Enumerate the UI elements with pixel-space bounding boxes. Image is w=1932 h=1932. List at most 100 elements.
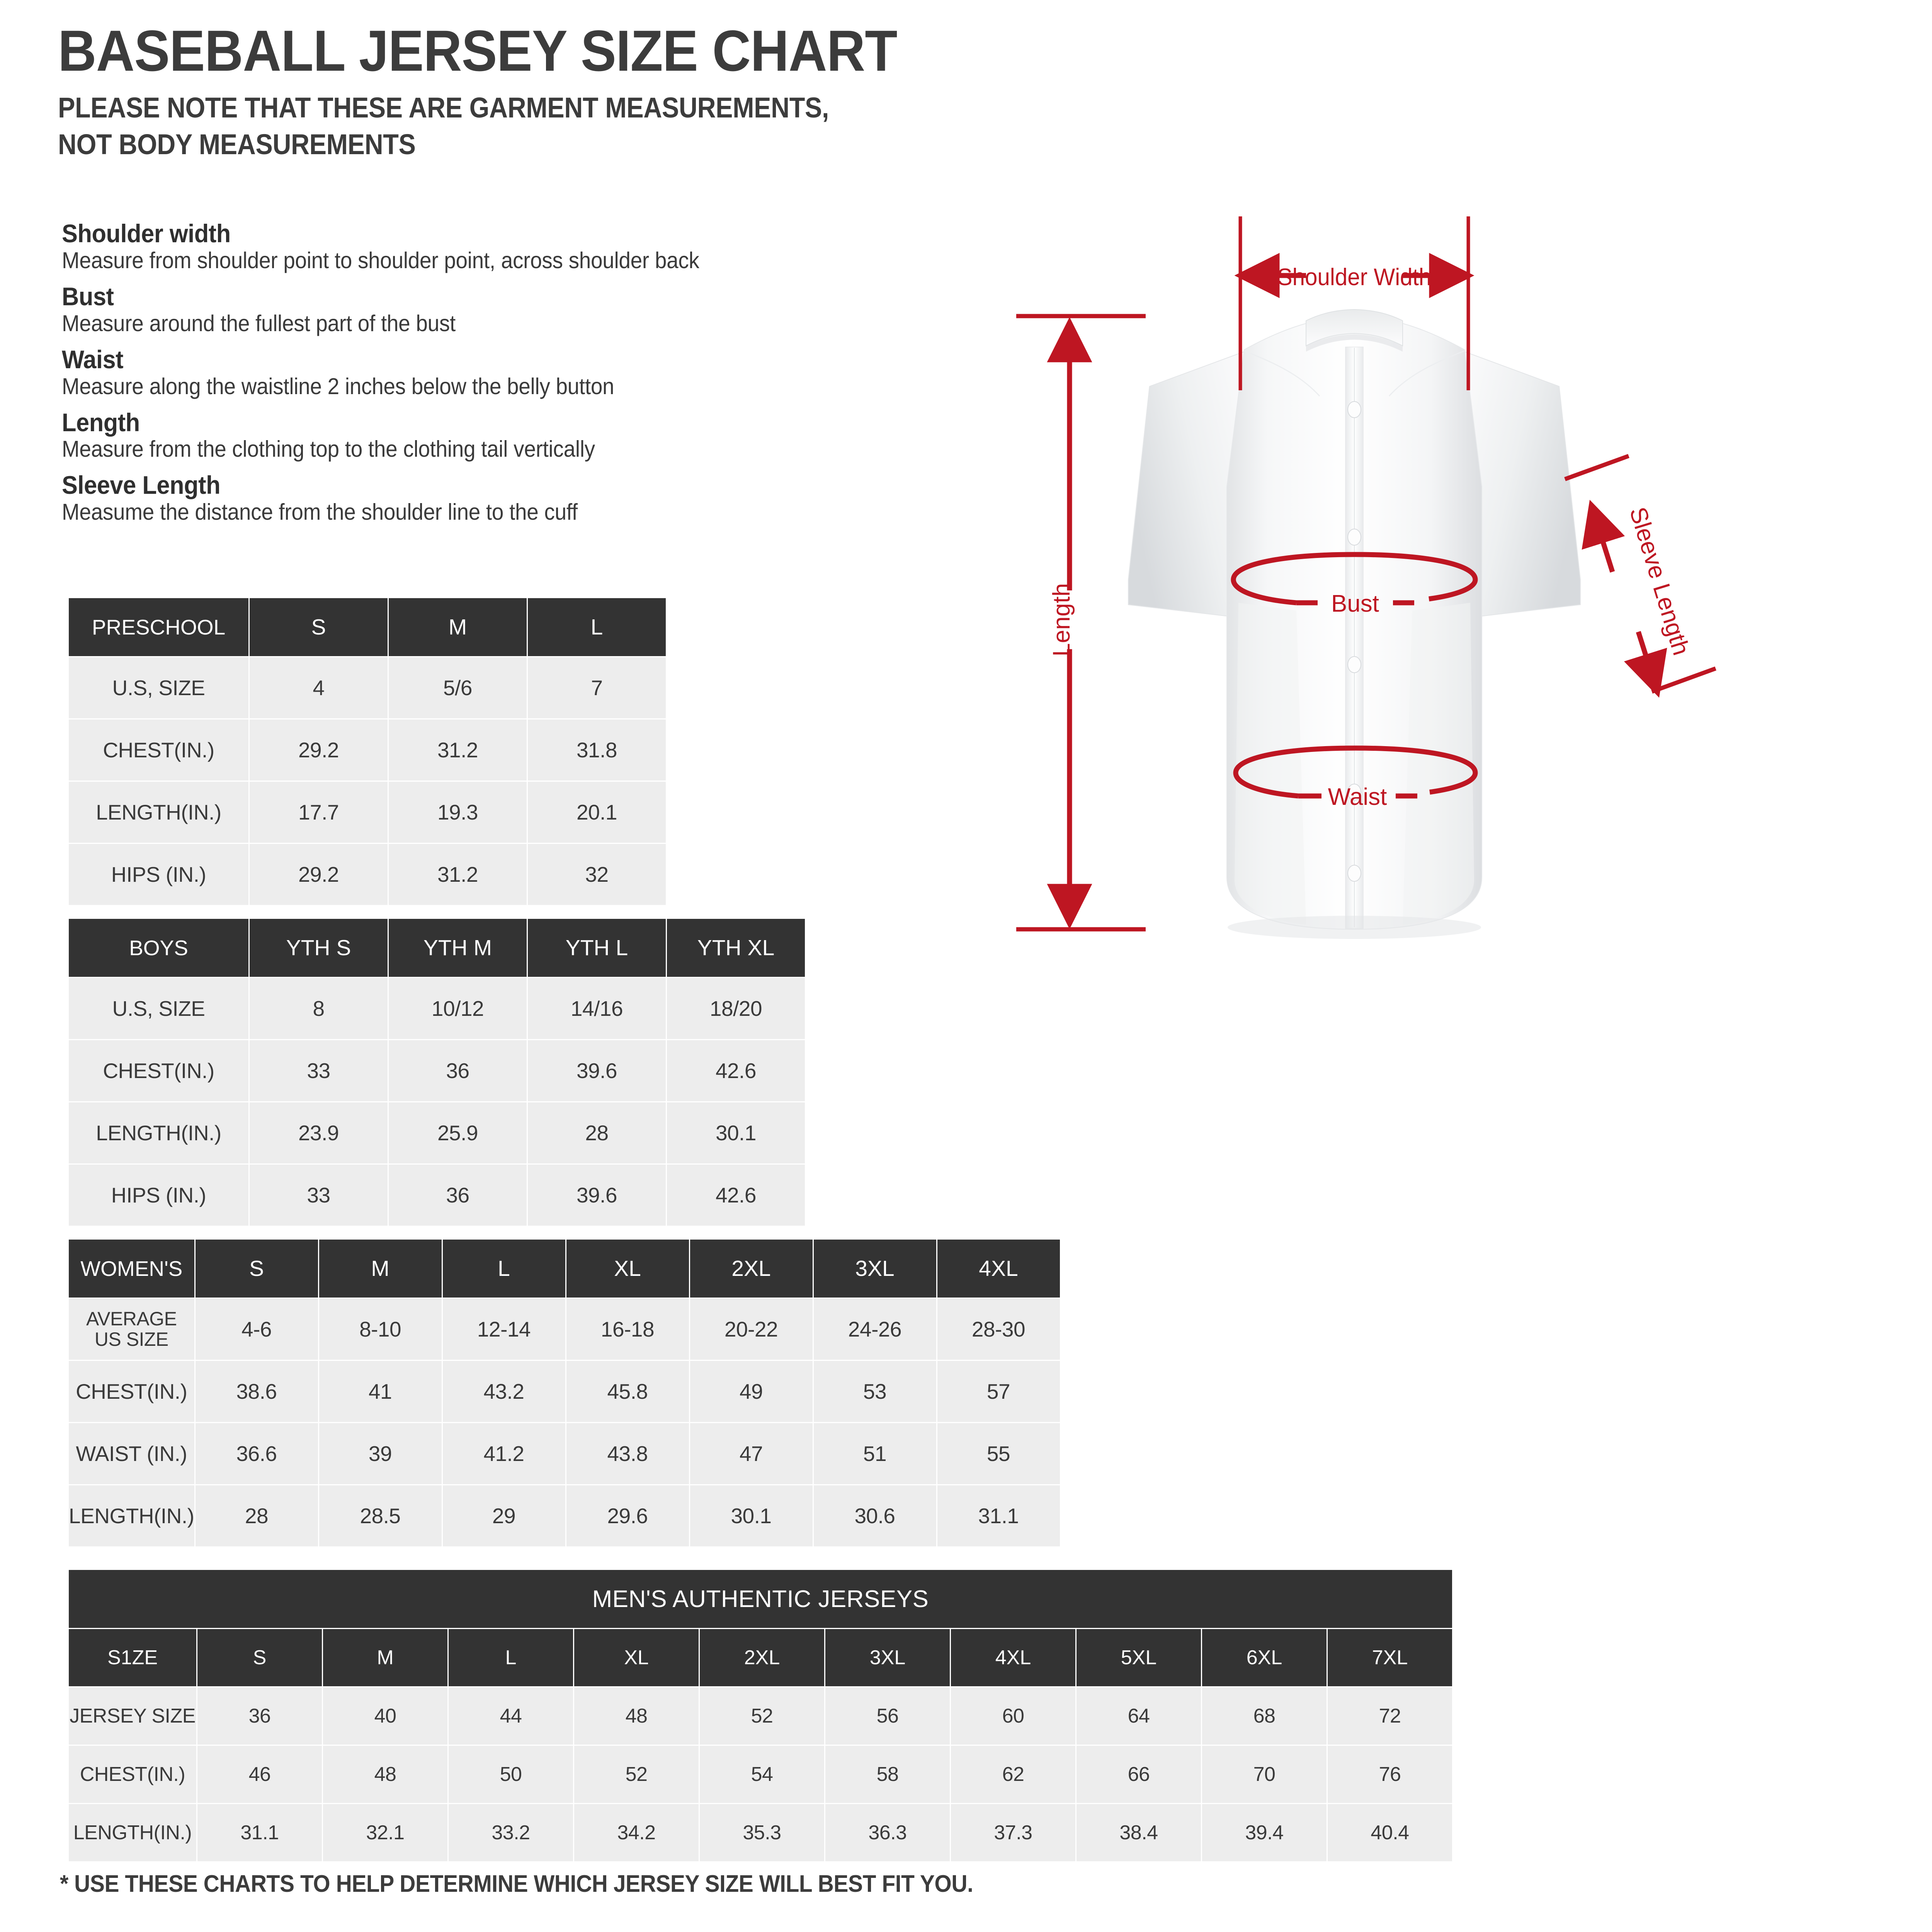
table-cell: 58	[825, 1746, 950, 1803]
table-cell: 40	[323, 1687, 447, 1745]
definition-block: Length Measure from the clothing top to t…	[62, 409, 989, 462]
table-cell: 54	[700, 1746, 824, 1803]
definition-description: Measure along the waistline 2 inches bel…	[62, 373, 614, 399]
column-header: L	[528, 598, 666, 656]
table-cell: 48	[323, 1746, 447, 1803]
table-cell: 20.1	[528, 782, 666, 843]
page-header: BASEBALL JERSEY SIZE CHART PLEASE NOTE T…	[58, 21, 1140, 163]
table-cell: 42.6	[667, 1040, 805, 1101]
column-header: 4XL	[951, 1629, 1075, 1686]
table-row: AVERAGE US SIZE 4-6 8-10 12-14 16-18 20-22 24-2…	[69, 1299, 1060, 1360]
table-cell: 30.6	[813, 1485, 936, 1546]
jersey-buttons	[1347, 401, 1361, 882]
size-table-preschool: PRESCHOOL S M L U.S, SIZE 4 5/6 7 CHEST(IN.) 29.2…	[68, 597, 667, 906]
row-label: CHEST(IN.)	[69, 1361, 194, 1422]
column-header: 7XL	[1328, 1629, 1452, 1686]
table-row: CHEST(IN.) 29.2 31.2 31.8	[69, 719, 666, 781]
column-header: 6XL	[1202, 1629, 1327, 1686]
table-cell: 56	[825, 1687, 950, 1745]
table-cell: 20-22	[690, 1299, 813, 1360]
definition-term: Waist	[62, 345, 124, 374]
table-cell: 14/16	[528, 978, 666, 1039]
page-title: BASEBALL JERSEY SIZE CHART	[58, 18, 898, 83]
table-cell: 31.8	[528, 719, 666, 781]
definition-block: Bust Measure around the fullest part of t…	[62, 283, 989, 336]
table-row: LENGTH(IN.) 23.9 25.9 28 30.1	[69, 1102, 805, 1163]
column-header: 2XL	[690, 1240, 813, 1298]
table-cell: 35.3	[700, 1804, 824, 1861]
table-cell: 52	[700, 1687, 824, 1745]
table-cell: 8	[250, 978, 388, 1039]
table-corner-preschool: PRESCHOOL	[69, 598, 248, 656]
column-header: 2XL	[700, 1629, 824, 1686]
definition-block: Sleeve Length Measume the distance from t…	[62, 471, 989, 525]
row-label: CHEST(IN.)	[69, 1040, 248, 1101]
table-cell: 76	[1328, 1746, 1452, 1803]
definition-description: Measure around the fullest part of the b…	[62, 310, 456, 336]
definition-term: Shoulder width	[62, 219, 231, 248]
row-label: LENGTH(IN.)	[69, 1102, 248, 1163]
table-cell: 28	[528, 1102, 666, 1163]
definition-term: Sleeve Length	[62, 471, 221, 500]
table-cell: 31.2	[389, 719, 527, 781]
table-cell: 52	[574, 1746, 699, 1803]
table-cell: 38.4	[1077, 1804, 1201, 1861]
column-header: S	[195, 1240, 318, 1298]
table-cell: 42.6	[667, 1165, 805, 1226]
definition-description: Measure from the clothing top to the clo…	[62, 436, 595, 462]
table-cell: 66	[1077, 1746, 1201, 1803]
table-row: U.S, SIZE 8 10/12 14/16 18/20	[69, 978, 805, 1039]
table-row: LENGTH(IN.) 17.7 19.3 20.1	[69, 782, 666, 843]
subtitle-line-2: NOT BODY MEASUREMENTS	[58, 128, 416, 160]
table-cell: 30.1	[667, 1102, 805, 1163]
length-label: Length	[1048, 583, 1075, 656]
waist-annotation	[1233, 745, 1478, 799]
column-header: S	[197, 1629, 322, 1686]
definition-term: Bust	[62, 282, 114, 311]
table-cell: 46	[197, 1746, 322, 1803]
table-cell: 5/6	[389, 657, 527, 718]
definition-term: Length	[62, 408, 140, 437]
table-cell: 47	[690, 1423, 813, 1484]
definition-block: Waist Measure along the waistline 2 inche…	[62, 346, 989, 399]
table-cell: 4-6	[195, 1299, 318, 1360]
table-cell: 32.1	[323, 1804, 447, 1861]
table-cell: 72	[1328, 1687, 1452, 1745]
size-table-womens: WOMEN'S S M L XL 2XL 3XL 4XL AVERAGE US SIZE 4-6 8-…	[68, 1238, 1061, 1548]
row-label: CHEST(IN.)	[69, 719, 248, 781]
table-cell: 31.2	[389, 844, 527, 905]
bust-label: Bust	[1331, 590, 1379, 617]
table-cell: 55	[937, 1423, 1060, 1484]
table-cell: 8-10	[319, 1299, 442, 1360]
table-corner-womens: WOMEN'S	[69, 1240, 194, 1298]
table-cell: 31.1	[937, 1485, 1060, 1546]
table-cell: 31.1	[197, 1804, 322, 1861]
size-table-mens: MEN'S AUTHENTIC JERSEYS S1ZE S M L XL 2XL 3XL 4X…	[68, 1569, 1453, 1862]
table-cell: 28-30	[937, 1299, 1060, 1360]
table-cell: 57	[937, 1361, 1060, 1422]
definition-description: Measure from shoulder point to shoulder …	[62, 247, 699, 273]
shoulder-width-annotation	[1234, 216, 1475, 390]
table-cell: 39.6	[528, 1040, 666, 1101]
table-cell: 45.8	[566, 1361, 689, 1422]
table-row: CHEST(IN.) 38.6 41 43.2 45.8 49 53 57	[69, 1361, 1060, 1422]
table-row: HIPS (IN.) 29.2 31.2 32	[69, 844, 666, 905]
column-header: 3XL	[813, 1240, 936, 1298]
table-cell: 7	[528, 657, 666, 718]
table-corner-boys: BOYS	[69, 919, 248, 977]
table-row: JERSEY SIZE 36 40 44 48 52 56 60 64 68 72	[69, 1687, 1452, 1745]
row-label: HIPS (IN.)	[69, 844, 248, 905]
table-cell: 43.2	[442, 1361, 565, 1422]
column-header: 4XL	[937, 1240, 1060, 1298]
table-cell: 28	[195, 1485, 318, 1546]
size-table-boys: BOYS YTH S YTH M YTH L YTH XL U.S, SIZE 8 10/12…	[68, 918, 806, 1227]
table-cell: 29.2	[250, 844, 388, 905]
footnote: * USE THESE CHARTS TO HELP DETERMINE WHI…	[60, 1871, 973, 1897]
length-annotation	[1016, 314, 1146, 932]
column-header: XL	[566, 1240, 689, 1298]
table-cell: 36.6	[195, 1423, 318, 1484]
table-cell: 38.6	[195, 1361, 318, 1422]
table-cell: 4	[250, 657, 388, 718]
column-header: M	[323, 1629, 447, 1686]
column-header: YTH S	[250, 919, 388, 977]
